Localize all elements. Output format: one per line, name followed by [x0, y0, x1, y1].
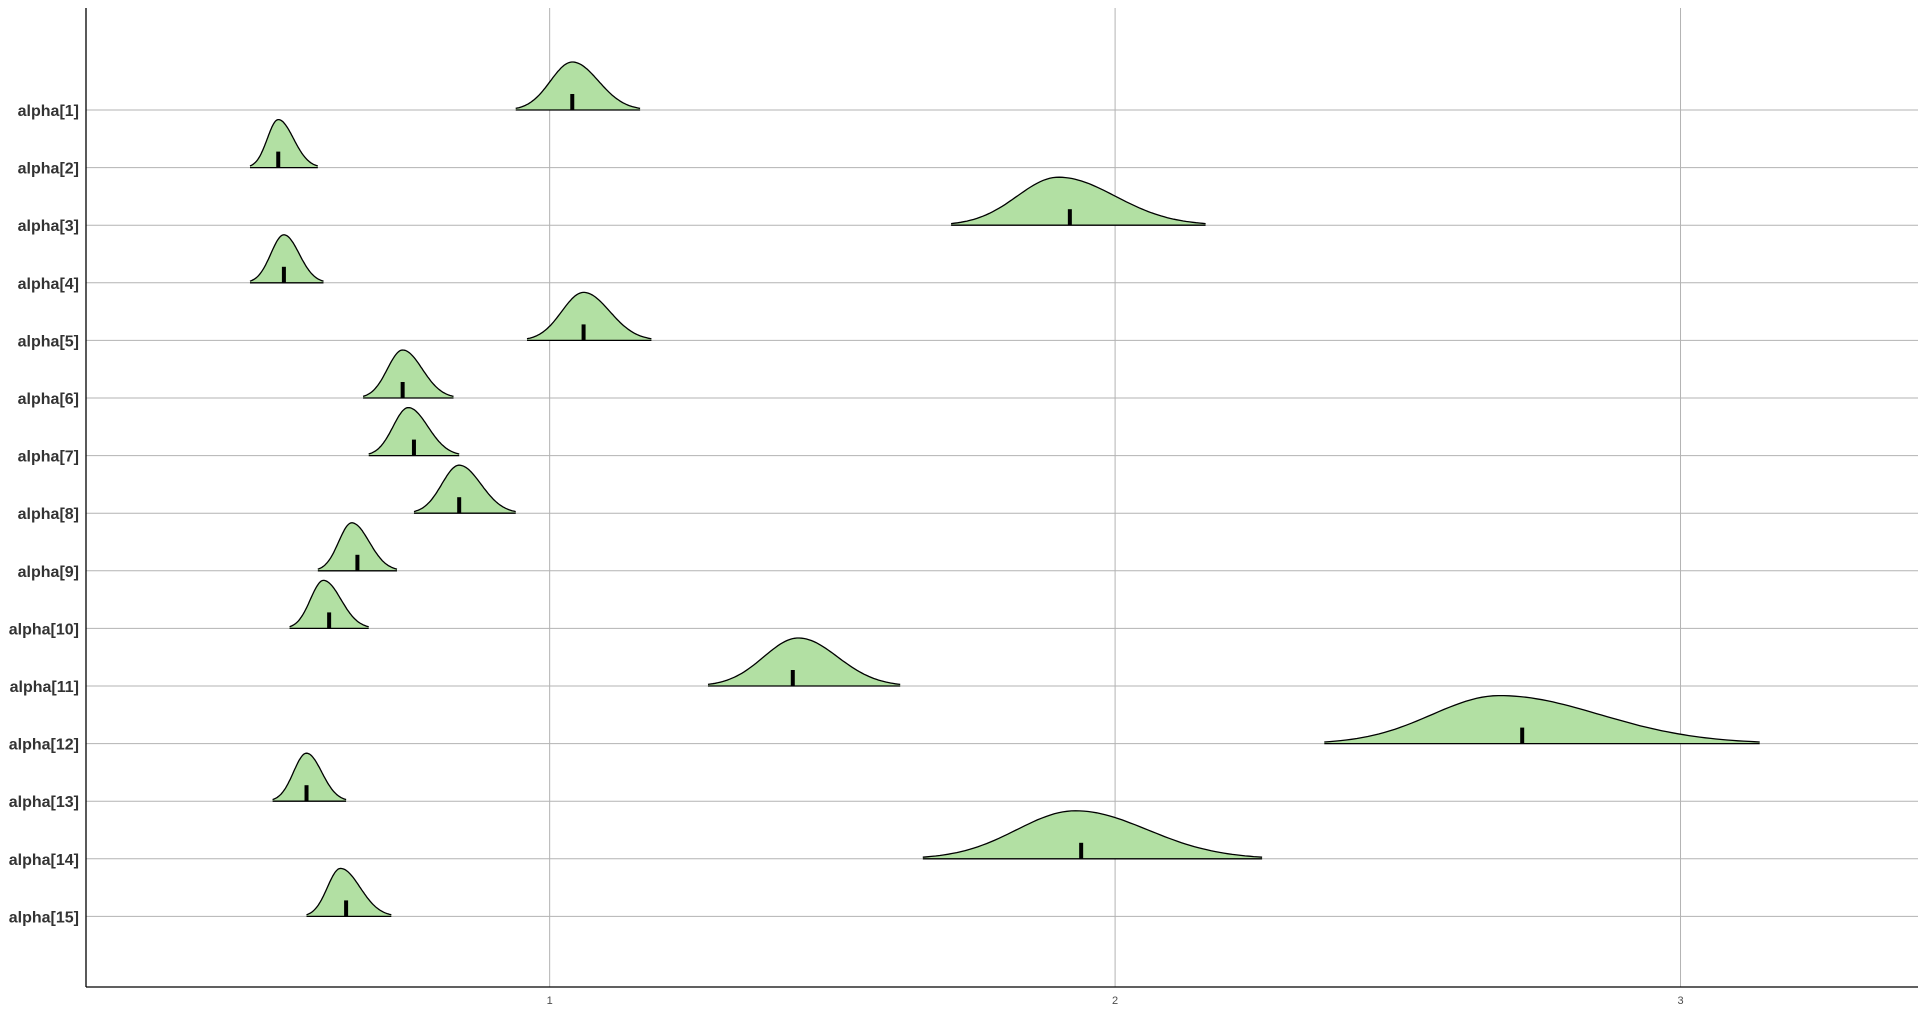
y-tick-label: alpha[8]	[18, 506, 79, 523]
x-tick-label: 2	[1112, 995, 1118, 1007]
y-tick-label: alpha[2]	[18, 161, 79, 178]
axis-layer	[85, 8, 1918, 988]
y-tick-label: alpha[7]	[18, 449, 79, 466]
density-fill	[272, 753, 347, 802]
y-tick-label: alpha[15]	[9, 909, 79, 926]
density-fill	[306, 868, 392, 917]
label-layer: 1 2 3 alpha[1] alpha[2] alpha[3] alpha[4] alpha…	[9, 103, 1684, 1007]
density-curve	[922, 810, 1263, 858]
density-curve	[289, 579, 369, 628]
y-tick-label: alpha[12]	[9, 737, 79, 754]
y-tick-label: alpha[9]	[18, 564, 79, 581]
density-curve	[368, 406, 460, 455]
y-tick-label: alpha[1]	[18, 103, 79, 120]
density-fill	[289, 580, 369, 629]
density-fill	[414, 465, 516, 514]
density-fill	[951, 177, 1206, 226]
y-tick-label: alpha[5]	[18, 333, 79, 350]
y-tick-label: alpha[13]	[9, 794, 79, 811]
density-curve	[249, 234, 324, 282]
x-tick-label: 1	[547, 995, 553, 1007]
density-curve	[362, 349, 454, 398]
x-tick-label: 3	[1677, 995, 1683, 1007]
y-tick-label: alpha[4]	[18, 276, 79, 293]
density-fill	[317, 522, 397, 571]
density-curve	[317, 522, 398, 570]
density-fill	[250, 119, 318, 168]
y-tick-label: alpha[6]	[18, 391, 79, 408]
density-curve	[272, 752, 347, 801]
density-curve	[707, 637, 901, 686]
density-fill	[922, 810, 1263, 859]
density-layer	[249, 61, 1760, 918]
density-fill	[363, 350, 454, 398]
y-tick-label: alpha[14]	[9, 852, 79, 869]
density-curve	[249, 118, 319, 167]
density-curve	[1324, 694, 1760, 743]
density-fill	[250, 234, 324, 283]
density-fill	[368, 407, 460, 456]
density-fill	[1324, 695, 1760, 744]
y-tick-label: alpha[11]	[10, 679, 79, 696]
density-curve	[306, 867, 392, 916]
density-curve	[951, 176, 1206, 225]
y-tick-label: alpha[10]	[9, 621, 79, 638]
density-fill	[527, 292, 652, 341]
density-curve	[515, 61, 641, 110]
density-curve	[526, 291, 652, 340]
density-fill	[515, 62, 641, 110]
density-fill	[708, 638, 901, 686]
density-curve	[413, 464, 516, 513]
y-tick-label: alpha[3]	[18, 218, 79, 235]
